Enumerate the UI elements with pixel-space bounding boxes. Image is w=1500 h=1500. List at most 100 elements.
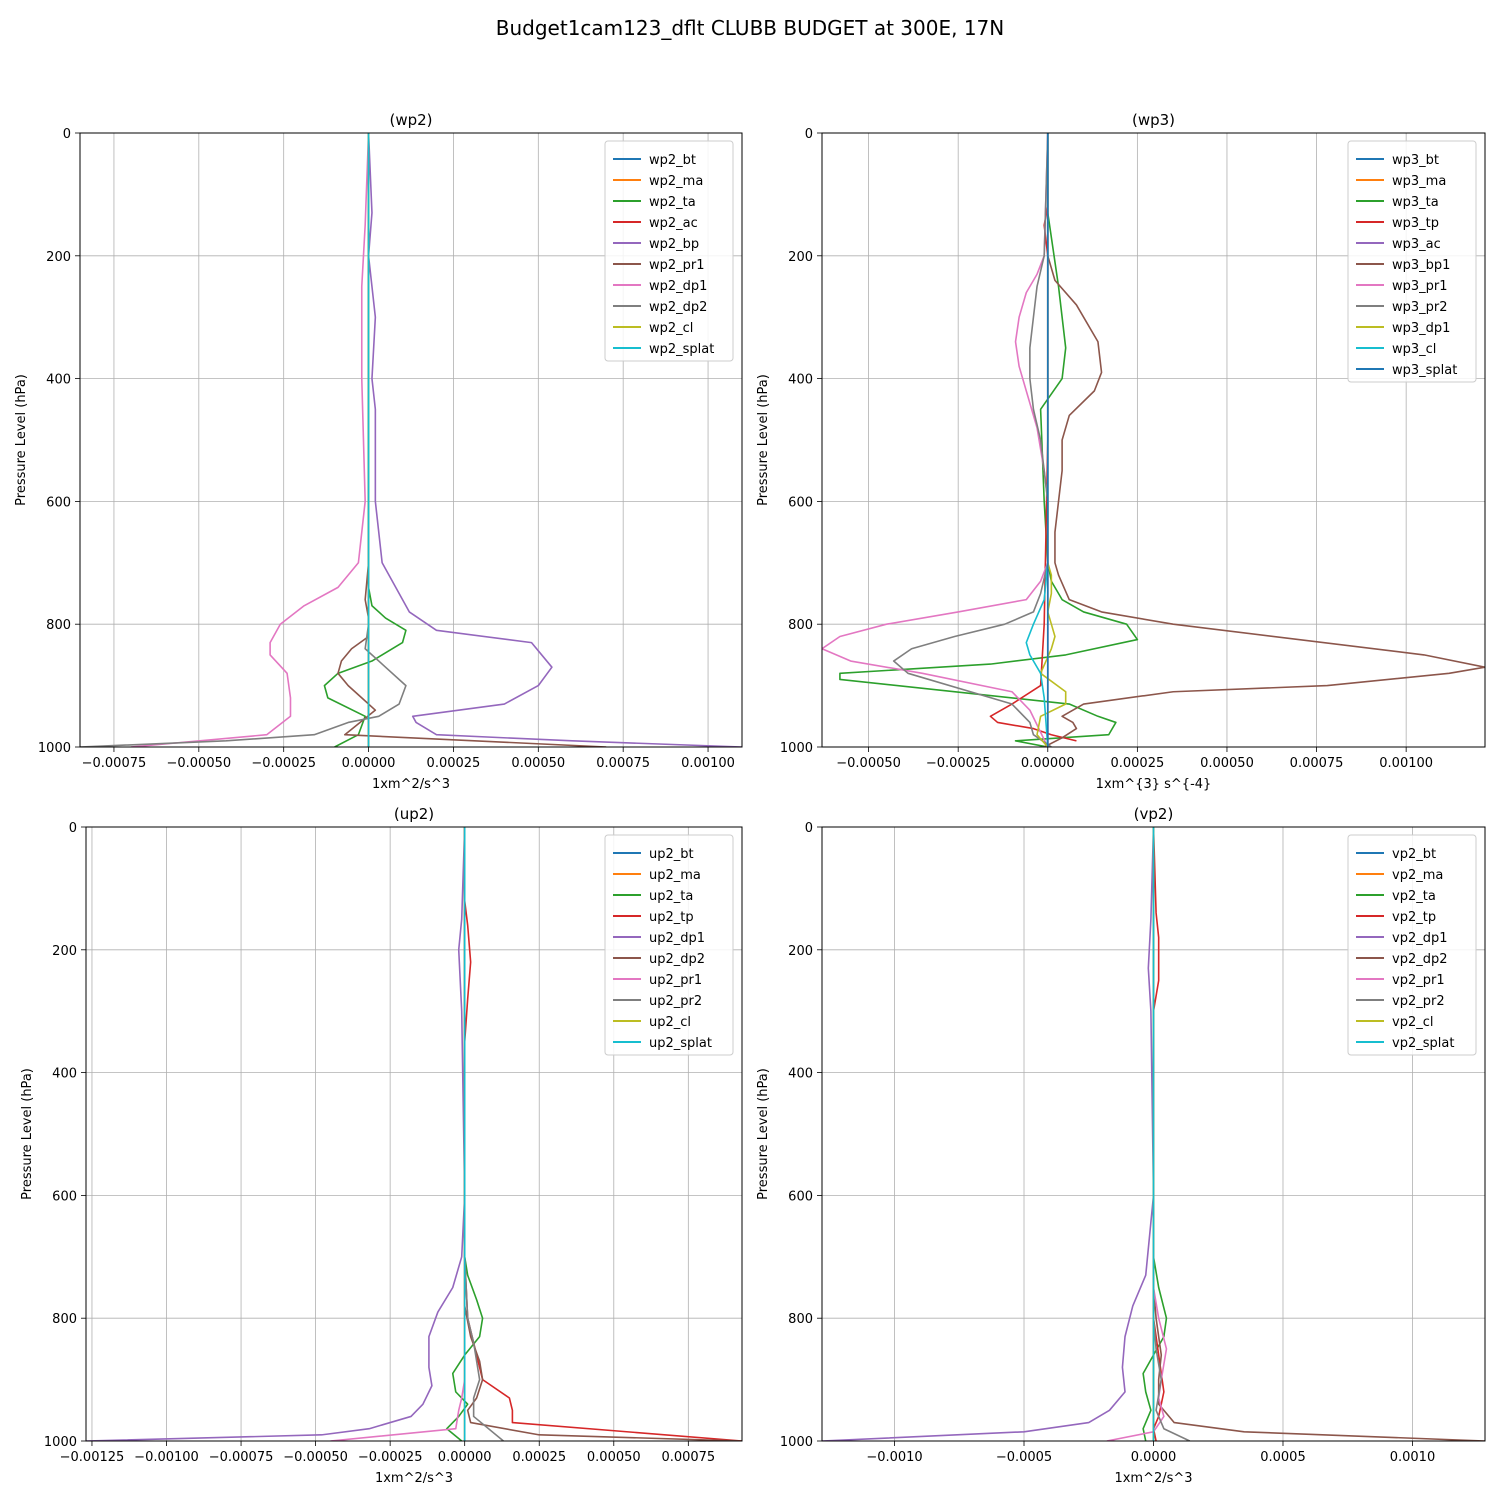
legend-label: wp2_bp xyxy=(649,237,699,252)
legend-label: vp2_ta xyxy=(1392,889,1436,904)
x-tick-label: −0.00075 xyxy=(209,1450,274,1465)
y-tick-label: 400 xyxy=(788,1067,813,1082)
series-line-wp3_pr2 xyxy=(892,133,1052,747)
legend-label: wp2_dp1 xyxy=(649,279,707,294)
series-line-up2_dp1 xyxy=(86,827,466,1441)
y-axis-label: Pressure Level (hPa) xyxy=(756,374,771,506)
x-tick-label: 0.00025 xyxy=(512,1450,566,1465)
y-axis-label: Pressure Level (hPa) xyxy=(756,1068,771,1200)
axes-frame xyxy=(821,132,1486,748)
legend-label: vp2_dp2 xyxy=(1392,952,1448,967)
legend-label: vp2_pr2 xyxy=(1392,994,1445,1009)
legend-label: up2_ta xyxy=(649,889,693,904)
legend-label: vp2_tp xyxy=(1392,910,1436,925)
y-tick-label: 200 xyxy=(52,944,77,959)
legend-label: wp2_pr1 xyxy=(649,258,705,273)
series-line-wp3_tp xyxy=(989,133,1077,742)
legend-label: wp3_ac xyxy=(1392,237,1441,252)
x-tick-label: −0.00050 xyxy=(836,756,901,771)
y-tick-label: 600 xyxy=(788,1189,813,1204)
x-tick-label: 0.00050 xyxy=(511,756,565,771)
y-tick-label: 600 xyxy=(46,495,71,510)
y-axis-label: Pressure Level (hPa) xyxy=(20,1068,35,1200)
y-tick-label: 1000 xyxy=(780,741,813,756)
x-axis-label: 1xm^{3} s^{-4} xyxy=(1096,777,1212,792)
legend-label: wp3_pr2 xyxy=(1392,300,1448,315)
legend-label: up2_pr2 xyxy=(649,994,702,1009)
legend-label: wp3_bt xyxy=(1392,153,1439,168)
y-tick-label: 400 xyxy=(52,1067,77,1082)
y-tick-label: 800 xyxy=(788,1312,813,1327)
x-tick-label: −0.00100 xyxy=(134,1450,199,1465)
y-tick-label: 600 xyxy=(788,495,813,510)
x-tick-label: 0.00075 xyxy=(596,756,650,771)
y-tick-label: 0 xyxy=(805,821,813,836)
x-tick-label: −0.00025 xyxy=(251,756,316,771)
x-tick-label: −0.00025 xyxy=(358,1450,423,1465)
legend: wp3_bt wp3_ma wp3_ta wp3_tp wp3_ac wp3_bp1 wp3… xyxy=(1347,140,1477,383)
x-tick-label: 0.00050 xyxy=(587,1450,641,1465)
series-line-wp3_bp1 xyxy=(1043,133,1485,747)
y-tick-label: 200 xyxy=(46,250,71,265)
y-tick-label: 0 xyxy=(63,127,71,142)
series-line-up2_pr1 xyxy=(330,827,466,1441)
legend-label: up2_bt xyxy=(649,847,694,862)
x-tick-label: 0.0010 xyxy=(1390,1450,1436,1465)
series-line-wp2_bp xyxy=(367,133,742,747)
series-group xyxy=(822,827,1485,1441)
legend-label: vp2_dp1 xyxy=(1392,931,1448,946)
legend-label: up2_dp1 xyxy=(649,931,705,946)
y-tick-label: 0 xyxy=(69,821,77,836)
y-tick-label: 400 xyxy=(788,373,813,388)
series-line-wp3_cl xyxy=(1025,133,1049,747)
legend-label: wp2_cl xyxy=(649,321,693,336)
y-tick-label: 1000 xyxy=(38,741,71,756)
legend-label: wp2_ta xyxy=(649,195,696,210)
series-group xyxy=(86,827,742,1441)
legend-label: vp2_splat xyxy=(1392,1036,1454,1051)
legend-label: up2_pr1 xyxy=(649,973,702,988)
subplot-title: (up2) xyxy=(394,805,434,823)
series-line-vp2_dp1 xyxy=(822,827,1155,1441)
x-tick-label: 0.00100 xyxy=(681,756,735,771)
legend-label: wp3_dp1 xyxy=(1392,321,1450,336)
y-tick-label: 200 xyxy=(788,250,813,265)
series-line-wp2_dp1 xyxy=(130,133,370,747)
series-line-wp3_ta xyxy=(839,133,1139,747)
series-line-vp2_dp2 xyxy=(1152,827,1485,1441)
series-line-vp2_tp xyxy=(1152,827,1165,1441)
x-tick-label: −0.0005 xyxy=(996,1450,1052,1465)
y-axis-label: Pressure Level (hPa) xyxy=(14,374,29,506)
legend-label: up2_ma xyxy=(649,868,701,883)
legend: vp2_bt vp2_ma vp2_ta vp2_tp vp2_dp1 vp2_dp2vp… xyxy=(1347,834,1477,1056)
legend-label: vp2_bt xyxy=(1392,847,1436,862)
series-line-vp2_ta xyxy=(1142,827,1168,1441)
legend-label: up2_dp2 xyxy=(649,952,705,967)
x-tick-label: −0.00025 xyxy=(926,756,991,771)
legend-label: up2_tp xyxy=(649,910,694,925)
x-tick-label: 0.00000 xyxy=(1021,756,1075,771)
subplot-title: (vp2) xyxy=(1134,805,1174,823)
x-tick-label: −0.0010 xyxy=(866,1450,922,1465)
subplot-title: (wp3) xyxy=(1132,111,1175,129)
legend-label: wp2_dp2 xyxy=(649,300,707,315)
y-tick-label: 400 xyxy=(46,373,71,388)
x-tick-label: 0.0005 xyxy=(1260,1450,1306,1465)
y-tick-label: 800 xyxy=(788,618,813,633)
legend-label: vp2_cl xyxy=(1392,1015,1433,1030)
axes-frame xyxy=(85,826,743,1442)
figure-title: Budget1cam123_dflt CLUBB BUDGET at 300E,… xyxy=(495,16,1005,40)
series-group xyxy=(80,133,742,747)
legend-label: wp3_splat xyxy=(1392,363,1457,378)
y-tick-label: 0 xyxy=(805,127,813,142)
series-line-wp3_pr1 xyxy=(822,133,1049,747)
series-line-wp2_dp2 xyxy=(80,133,407,747)
legend-label: vp2_ma xyxy=(1392,868,1443,883)
legend-label: wp2_splat xyxy=(649,342,714,357)
legend-label: wp3_ta xyxy=(1392,195,1439,210)
subplot-4: −0.0010 −0.0005 0.0000 0.0005 0.0010 0 200 400 6… xyxy=(756,805,1486,1486)
x-tick-label: −0.00050 xyxy=(283,1450,348,1465)
legend: wp2_bt wp2_ma wp2_ta wp2_ac wp2_bp wp2_pr1 wp2… xyxy=(604,140,734,362)
x-tick-label: 0.00075 xyxy=(661,1450,715,1465)
